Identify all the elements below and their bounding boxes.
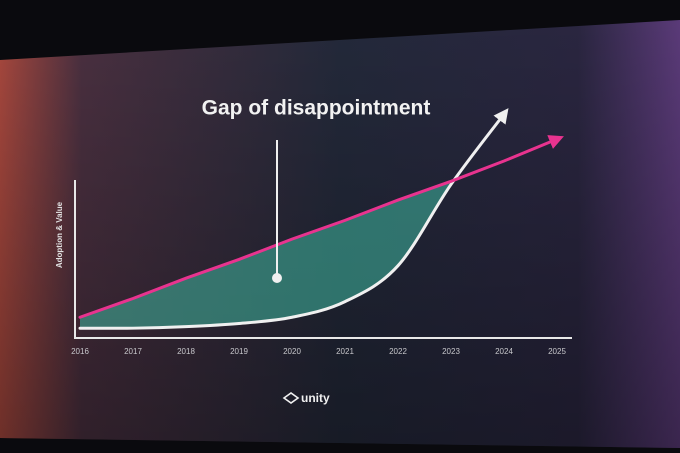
x-tick-label: 2018: [177, 347, 195, 356]
x-tick-label: 2021: [336, 347, 354, 356]
y-axis-label: Adoption & Value: [55, 201, 64, 268]
annotation-dot: [272, 273, 282, 283]
series-line: [78, 135, 564, 319]
series-line: [78, 108, 509, 330]
footer-logo: unity: [301, 391, 330, 405]
x-tick-label: 2022: [389, 347, 407, 356]
annotation: Gap of disappointment: [202, 97, 431, 120]
gap-area: [80, 181, 451, 329]
unity-icon: [282, 392, 300, 404]
x-tick-label: 2019: [230, 347, 248, 356]
x-tick-label: 2023: [442, 347, 460, 356]
x-tick-label: 2025: [548, 347, 566, 356]
x-tick-label: 2024: [495, 347, 513, 356]
plot: 2016 2017 2018 2019 2020 2021 2022 2023 2024 2025: [71, 108, 572, 356]
x-tick-label: 2016: [71, 347, 89, 356]
x-tick-label: 2017: [124, 347, 142, 356]
x-tick-label: 2020: [283, 347, 301, 356]
